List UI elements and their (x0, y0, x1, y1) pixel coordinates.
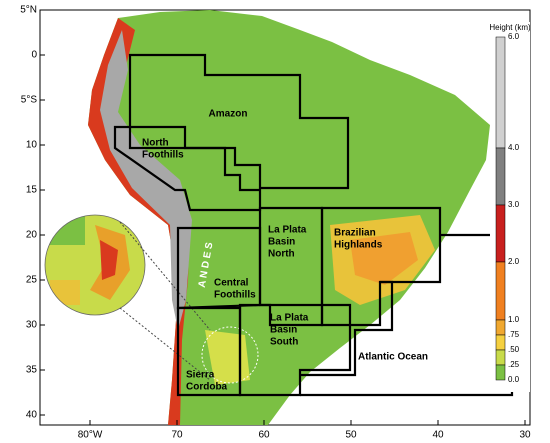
region-label: Central (214, 278, 249, 289)
legend-tick-label: 6.0 (508, 32, 520, 41)
legend-swatch (495, 261, 506, 321)
lat-label: 40 (26, 410, 38, 421)
region-label: Atlantic Ocean (358, 352, 428, 363)
amazon-box (128, 53, 350, 190)
region-label: Sierra (186, 370, 215, 381)
legend-tick-label: 4.0 (508, 143, 520, 152)
region-label: Basin (268, 237, 295, 248)
legend-swatch (495, 334, 506, 351)
lon-label: 40 (432, 430, 444, 441)
lon-label: 30 (519, 430, 531, 441)
lon-label: 80°W (78, 430, 103, 441)
region-label: Foothills (142, 150, 184, 161)
legend-swatch (495, 319, 506, 336)
legend-swatch (495, 204, 506, 263)
central-foothills-box (176, 226, 262, 310)
region-boxes (113, 53, 528, 397)
lat-label: 5°S (21, 95, 38, 106)
lat-label: 30 (26, 320, 38, 331)
lon-label: 60 (258, 430, 270, 441)
lon-label: 70 (171, 430, 183, 441)
legend-tick-label: 1.0 (508, 315, 520, 324)
legend-swatch (495, 36, 506, 149)
lat-label: 20 (26, 230, 38, 241)
lat-label: 25 (26, 275, 38, 286)
legend-swatch (495, 147, 506, 206)
region-labels: Amazon North Foothills La Plata Basin No… (142, 109, 428, 393)
lon-label: 50 (345, 430, 357, 441)
la-plata-south-box (238, 303, 352, 397)
north-foothills-box (113, 125, 262, 212)
legend-tick-label: .75 (508, 330, 520, 339)
region-label: La Plata (268, 225, 307, 236)
region-label: Basin (270, 325, 297, 336)
lat-label: 10 (26, 140, 38, 151)
region-label: Cordoba (186, 382, 228, 393)
legend-swatch (495, 349, 506, 366)
region-label: North (268, 249, 295, 260)
region-label: Foothills (214, 290, 256, 301)
legend: Height (km) 6.0 4.0 3.0 2.0 1.0 .75 .50 .25 0.0 (489, 22, 531, 392)
region-label: South (270, 337, 298, 348)
region-label: North (142, 138, 169, 149)
legend-tick-label: 2.0 (508, 257, 520, 266)
lat-label: 0 (31, 50, 37, 61)
legend-tick-label: .50 (508, 345, 520, 354)
legend-swatch (495, 364, 506, 381)
region-label: La Plata (270, 313, 309, 324)
legend-tick-label: .25 (508, 360, 520, 369)
lat-label: 5°N (20, 5, 37, 16)
region-label: Highlands (334, 240, 383, 251)
ocean-box (300, 280, 394, 377)
land (88, 10, 490, 425)
legend-title: Height (km) (489, 23, 531, 32)
region-label: Amazon (209, 109, 248, 120)
lat-label: 15 (26, 185, 38, 196)
legend-tick-label: 3.0 (508, 200, 520, 209)
lat-label: 35 (26, 365, 38, 376)
legend-tick-label: 0.0 (508, 375, 520, 384)
region-label: Brazilian (334, 228, 376, 239)
